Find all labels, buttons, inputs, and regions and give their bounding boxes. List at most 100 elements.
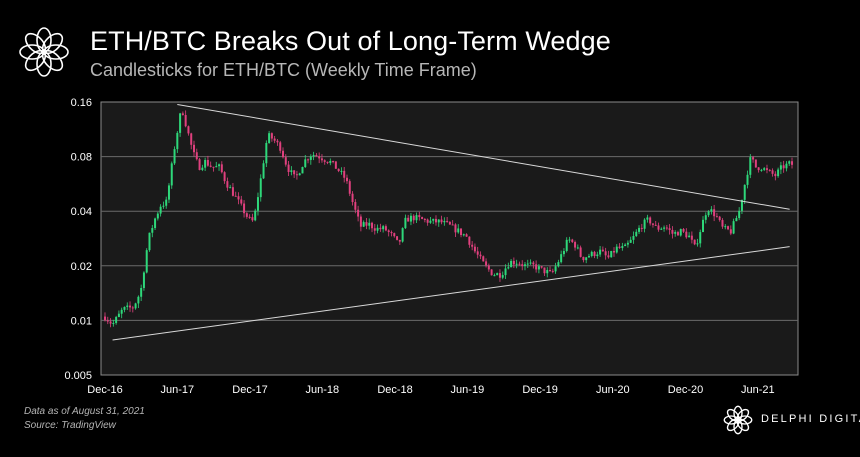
candle-body [624,244,627,247]
candle-body [707,211,710,216]
candle-body [446,220,449,222]
candle-body [626,242,629,245]
candle-body [120,309,123,314]
candle-body [746,174,749,185]
candle-body [220,164,223,173]
candle-body [696,243,699,245]
candle-body [298,173,301,176]
candle-body [343,170,346,178]
candle-body [590,251,593,256]
candle-body [593,251,596,257]
candle-body [562,251,565,255]
candle-body [287,164,290,173]
candle-body [209,165,212,167]
candle-body [226,181,229,188]
candle-body [457,228,460,233]
candle-body [690,235,693,240]
candle-body [529,262,532,264]
candle-body [582,256,585,261]
candle-body [123,306,126,310]
candle-body [106,320,109,322]
candle-body [379,227,382,230]
candle-body [240,199,243,204]
candle-body [265,142,268,164]
candle-body [407,217,410,222]
candle-body [654,224,657,226]
candle-body [671,229,674,234]
candle-body [393,233,396,237]
candle-body [190,133,193,145]
candle-body [293,170,296,175]
candle-body [154,218,157,229]
candle-body [752,157,755,160]
candle-body [268,133,271,143]
candle-body [195,152,198,160]
candle-body [501,275,504,278]
candle-body [510,260,513,268]
candle-body [571,239,574,243]
candle-body [738,210,741,219]
candle-body [329,161,332,163]
candle-body [791,161,794,165]
candle-body [184,114,187,127]
candle-body [585,257,588,261]
candle-body [193,144,196,153]
candle-body [643,219,646,229]
candle-body [404,217,407,229]
candle-body [165,199,168,206]
candle-body [204,159,207,168]
candle-body [543,267,546,274]
candle-body [768,169,771,171]
candle-body [618,246,621,248]
x-tick-label: Jun-19 [451,384,485,396]
candle-body [307,159,310,161]
candle-body [290,170,293,173]
candle-body [315,154,318,157]
candle-body [576,247,579,249]
candle-body [181,113,184,115]
candle-body [587,255,590,258]
candle-body [256,197,259,211]
candle-body [229,187,232,189]
candle-body [710,209,713,212]
gridlines [101,156,798,321]
candle-body [665,227,668,229]
candle-body [646,217,649,220]
candle-body [206,159,209,166]
candle-body [729,229,732,234]
candle-body [771,170,774,174]
candle-body [640,227,643,229]
candle-body [137,296,140,304]
candle-body [485,261,488,266]
candle-body [779,165,782,170]
delphi-flower-logo-icon [19,27,69,77]
candle-body [740,199,743,211]
candle-body [387,230,390,233]
candle-body [170,163,173,186]
candle-body [332,161,335,163]
candle-body [688,235,691,238]
candle-body [537,266,540,270]
footnote-date: Data as of August 31, 2021 [24,406,145,417]
candle-body [635,231,638,236]
candle-body [284,157,287,165]
candle-body [532,262,535,265]
candle-body [596,254,599,257]
candle-body [301,167,304,174]
candle-body [398,239,401,242]
candle-body [479,254,482,257]
candle-body [718,216,721,221]
candle-body [429,220,432,223]
candle-body [223,172,226,182]
candle-body [187,126,190,134]
candle-body [749,157,752,175]
candle-body [273,138,276,141]
candle-body [248,216,251,218]
candle-body [359,216,362,227]
x-tick-label: Dec-16 [87,384,122,396]
candle-body [323,160,326,162]
candle-body [621,246,624,248]
chart-subtitle: Candlesticks for ETH/BTC (Weekly Time Fr… [90,60,477,80]
candle-body [362,222,365,227]
candle-body [201,167,204,170]
